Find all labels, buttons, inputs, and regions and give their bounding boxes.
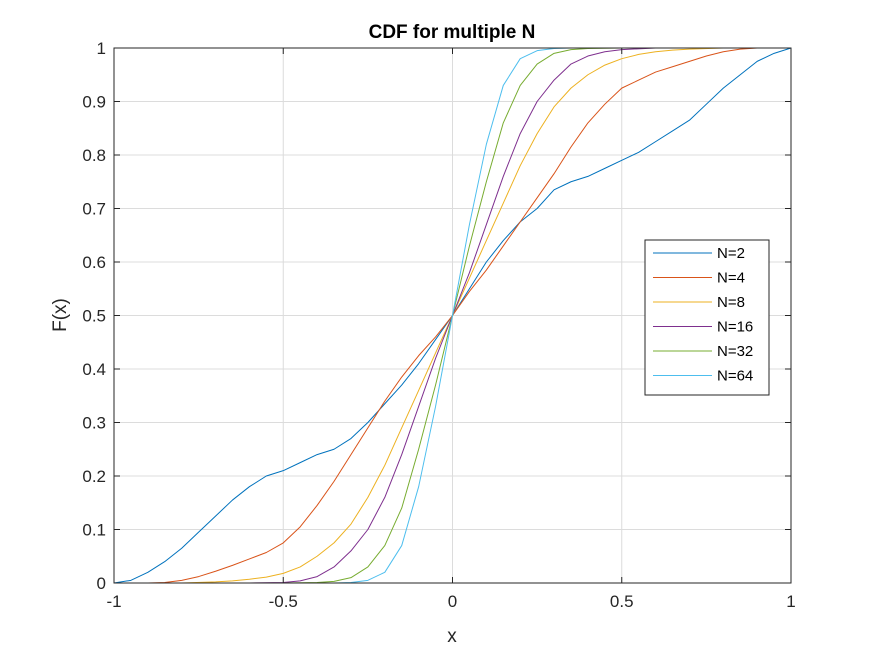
y-tick-label: 0.1 bbox=[82, 521, 106, 540]
y-tick-label: 0.7 bbox=[82, 200, 106, 219]
y-tick-label: 0.6 bbox=[82, 253, 106, 272]
y-tick-label: 0.3 bbox=[82, 414, 106, 433]
y-tick-label: 0 bbox=[97, 574, 106, 593]
legend: N=2 N=4 N=8 N=16 N=32 N=64 bbox=[644, 239, 770, 396]
x-tick-label: 1 bbox=[786, 592, 795, 611]
x-tick-label: -0.5 bbox=[269, 592, 298, 611]
legend-entry-label: N=32 bbox=[717, 343, 753, 360]
legend-entry-label: N=4 bbox=[717, 270, 745, 287]
x-tick-label: 0.5 bbox=[610, 592, 634, 611]
y-tick-label: 1 bbox=[97, 39, 106, 58]
ticks: -1 -0.5 0 0.5 1 0 0.1 0.2 0.3 0.4 0.5 0.6 0.7 0.8 0.9 1 bbox=[82, 39, 795, 611]
legend-entry-label: N=64 bbox=[717, 368, 753, 385]
y-tick-label: 0.4 bbox=[82, 360, 106, 379]
chart-title: CDF for multiple N bbox=[369, 22, 536, 43]
x-axis-label: x bbox=[447, 626, 457, 647]
y-tick-label: 0.2 bbox=[82, 467, 106, 486]
y-tick-label: 0.8 bbox=[82, 146, 106, 165]
x-tick-label: -1 bbox=[106, 592, 121, 611]
legend-entry-label: N=8 bbox=[717, 294, 745, 311]
legend-box bbox=[644, 239, 770, 396]
series-lines bbox=[113, 47, 792, 584]
y-axis-label: F(x) bbox=[50, 298, 71, 332]
y-tick-label: 0.9 bbox=[82, 93, 106, 112]
series-line-n-64 bbox=[334, 47, 571, 584]
x-tick-label: 0 bbox=[448, 592, 457, 611]
legend-entry-label: N=16 bbox=[717, 319, 753, 336]
y-tick-label: 0.5 bbox=[82, 307, 106, 326]
legend-entry-label: N=2 bbox=[717, 245, 745, 262]
